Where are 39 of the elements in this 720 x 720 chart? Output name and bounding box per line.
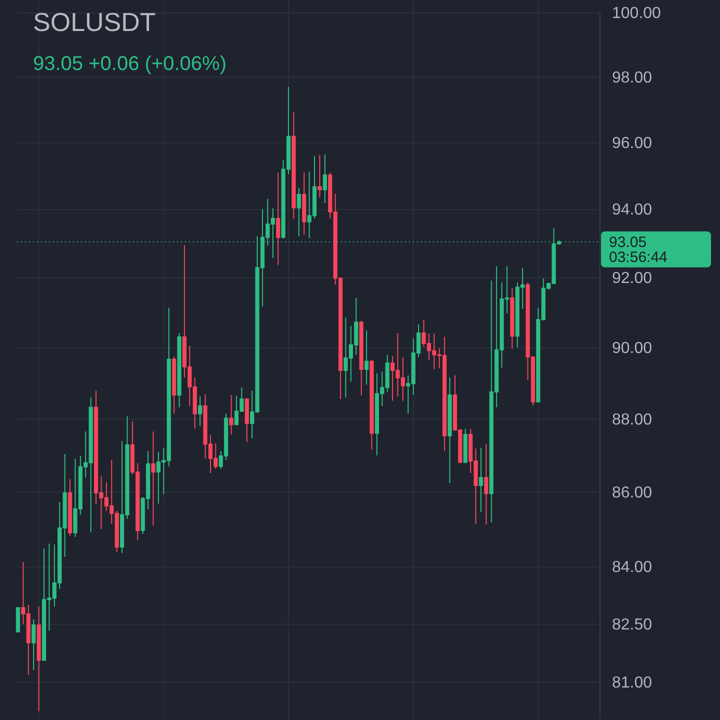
candlestick	[510, 288, 514, 349]
candlestick	[364, 330, 369, 386]
candlestick	[318, 154, 322, 198]
candlestick	[370, 360, 374, 450]
ref-line-label: 93.05	[609, 234, 647, 252]
y-tick-label: 81.00	[612, 674, 652, 692]
chart-title: SOLUSDT	[33, 7, 156, 37]
y-tick-label: 84.00	[612, 559, 652, 576]
candlestick	[292, 111, 296, 220]
candlestick	[484, 444, 488, 525]
y-tick-label: 100.00	[612, 5, 662, 22]
candlestick	[172, 356, 176, 414]
candlestick	[478, 447, 484, 512]
candlestick	[244, 398, 249, 442]
candlestick	[229, 394, 234, 435]
candlestick	[32, 618, 36, 670]
y-tick-label: 96.00	[612, 134, 652, 152]
candlestick	[322, 154, 327, 204]
y-tick-label: 90.00	[612, 340, 652, 357]
text: 93.05 +0.06 (+0.06%)	[33, 53, 226, 75]
candlestick	[296, 187, 301, 237]
y-tick-label: 86.00	[612, 484, 652, 502]
y-tick-label: 92.00	[612, 270, 652, 288]
candlestick	[198, 396, 202, 427]
y-tick-label: 82.50	[612, 616, 652, 634]
y-tick-label: 98.00	[612, 69, 652, 86]
candlestick	[276, 172, 280, 266]
y-tick-label: 94.00	[612, 202, 652, 219]
candlestick	[302, 172, 306, 236]
candlestick	[151, 430, 156, 526]
y-tick-label: 88.00	[612, 411, 652, 428]
text: 03:56:44	[609, 249, 668, 266]
candlestick	[68, 478, 72, 536]
candlestick	[463, 428, 468, 464]
candlestick	[177, 332, 182, 408]
candlestick	[36, 606, 41, 712]
candlestick	[448, 377, 452, 484]
candlestick	[16, 607, 20, 632]
candlestick	[359, 320, 364, 396]
